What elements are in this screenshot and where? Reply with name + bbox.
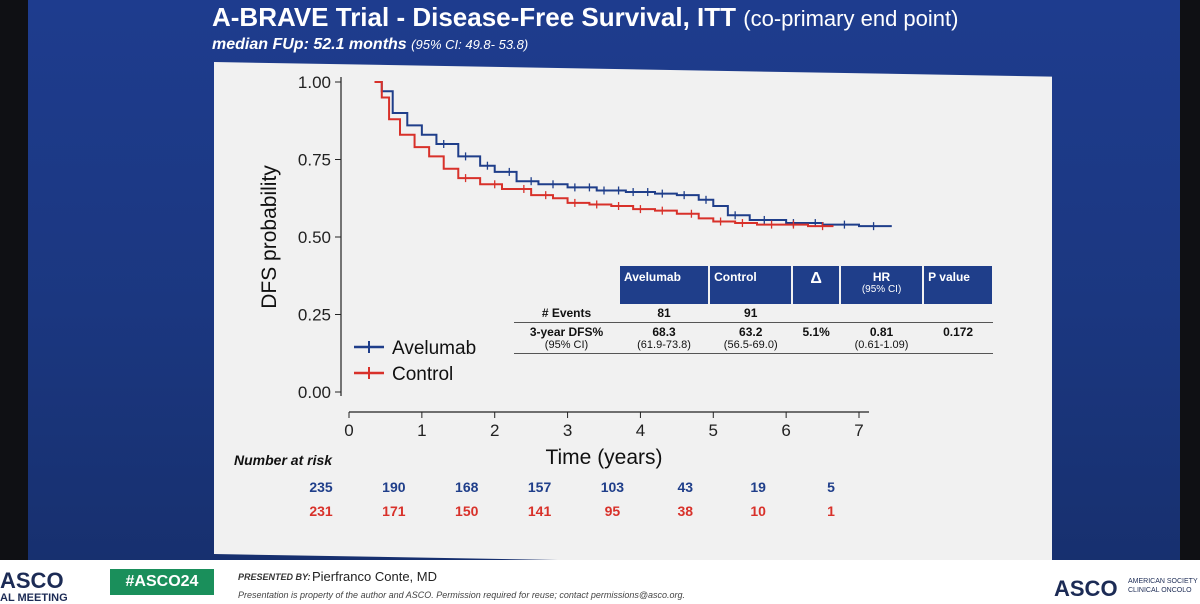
risk-control: 171 — [382, 503, 406, 519]
dfs-label-sub: (95% CI) — [544, 339, 589, 351]
title-suffix: (co-primary end point) — [743, 6, 959, 31]
y-tick-label: 0.25 — [298, 306, 331, 325]
annual-meeting-label: AL MEETING — [0, 592, 68, 604]
dfs-hr-ci: (0.61-1.09) — [854, 339, 909, 351]
x-tick-label: 1 — [417, 421, 426, 440]
risk-control: 1 — [827, 503, 835, 519]
y-tick-label: 0.50 — [298, 228, 331, 247]
events-control: 91 — [709, 304, 793, 323]
summary-header-pvalue: P value — [923, 266, 993, 304]
x-tick-label: 2 — [490, 421, 499, 440]
risk-avelumab: 19 — [750, 479, 766, 495]
x-tick-label: 6 — [781, 421, 790, 440]
legend-label-avelumab: Avelumab — [392, 338, 476, 359]
y-tick-label: 0.75 — [298, 151, 331, 170]
events-label: # Events — [514, 304, 619, 323]
summary-header-hr: HR (95% CI) — [839, 266, 924, 304]
number-at-risk-title: Number at risk — [234, 452, 333, 468]
risk-avelumab: 235 — [309, 479, 333, 495]
dfs-row: 3-year DFS% (95% CI) 68.3 (61.9-73.8) 63… — [514, 322, 993, 354]
events-row: # Events 81 91 — [514, 304, 993, 323]
dfs-hr: 0.81 (0.61-1.09) — [839, 322, 924, 354]
presented-by-label: PRESENTED BY: — [238, 572, 311, 582]
x-tick-label: 0 — [344, 421, 353, 440]
km-chart: 0.00 0.25 0.50 0.75 1.00 0 1 2 3 4 5 6 7 Time (years)… — [258, 73, 892, 519]
x-axis-label: Time (years) — [545, 446, 662, 469]
hr-header-sub: (95% CI) — [861, 284, 902, 295]
risk-control: 95 — [605, 503, 621, 519]
dfs-label: 3-year DFS% (95% CI) — [514, 322, 619, 354]
slide-title: A-BRAVE Trial - Disease-Free Survival, I… — [212, 2, 958, 33]
x-tick-label: 5 — [709, 421, 718, 440]
risk-control: 141 — [528, 503, 552, 519]
y-tick-label: 0.00 — [298, 383, 331, 402]
dfs-control-value: 63.2 — [739, 325, 763, 339]
summary-header-delta: Δ — [792, 266, 840, 304]
hr-header-label: HR — [872, 270, 891, 284]
dfs-delta: 5.1% — [792, 322, 840, 354]
summary-header-control: Control — [709, 266, 793, 304]
presenter-name: Pierfranco Conte, MD — [312, 569, 437, 584]
risk-avelumab: 168 — [455, 479, 479, 495]
summary-header-avelumab: Avelumab — [619, 266, 710, 304]
society-name: AMERICAN SOCIETY CLINICAL ONCOLO — [1128, 577, 1198, 595]
events-avelumab: 81 — [619, 304, 710, 323]
society-line-2: CLINICAL ONCOLO — [1128, 587, 1192, 594]
asco-logo-left: ASCO — [0, 568, 64, 593]
summary-header-row: Avelumab Control Δ HR (95% CI) P value — [514, 266, 993, 304]
risk-avelumab: 157 — [528, 479, 552, 495]
legend-label-control: Control — [392, 364, 453, 385]
chart-panel: 0.00 0.25 0.50 0.75 1.00 0 1 2 3 4 5 6 7 Time (years)… — [214, 62, 1052, 569]
dfs-label-main: 3-year DFS% — [529, 325, 604, 339]
risk-avelumab: 5 — [827, 479, 835, 495]
dfs-avelumab-value: 68.3 — [652, 325, 676, 339]
risk-control: 10 — [750, 503, 766, 519]
subtitle-main: median FUp: 52.1 months — [212, 36, 407, 53]
x-tick-label: 3 — [563, 421, 572, 440]
risk-control: 231 — [309, 503, 333, 519]
dfs-control-ci: (56.5-69.0) — [723, 339, 778, 351]
km-curve-control — [374, 81, 834, 228]
dfs-control: 63.2 (56.5-69.0) — [709, 322, 793, 354]
slide-subtitle: median FUp: 52.1 months (95% CI: 49.8- 5… — [212, 36, 528, 54]
hashtag-badge: #ASCO24 — [110, 569, 214, 595]
dfs-avelumab-ci: (61.9-73.8) — [637, 339, 691, 351]
summary-header-empty — [514, 266, 619, 304]
x-tick-label: 4 — [636, 421, 645, 440]
dfs-hr-value: 0.81 — [869, 325, 894, 339]
km-curve-avelumab — [374, 81, 892, 228]
slide: A-BRAVE Trial - Disease-Free Survival, I… — [28, 0, 1180, 569]
y-axis-label: DFS probability — [258, 165, 281, 309]
dfs-avelumab: 68.3 (61.9-73.8) — [619, 322, 710, 354]
risk-avelumab: 190 — [382, 479, 406, 495]
summary-table: Avelumab Control Δ HR (95% CI) P value #… — [514, 266, 994, 354]
footer-bar: ASCO AL MEETING #ASCO24 PRESENTED BY: Pi… — [0, 560, 1200, 604]
risk-control: 150 — [455, 503, 479, 519]
title-main: A-BRAVE Trial - Disease-Free Survival, I… — [212, 2, 737, 32]
x-tick-label: 7 — [854, 421, 863, 440]
risk-avelumab: 43 — [677, 479, 693, 495]
risk-control: 38 — [677, 503, 693, 519]
asco-logo-right: ASCO — [1054, 576, 1118, 601]
y-tick-label: 1.00 — [298, 73, 331, 92]
disclaimer-text: Presentation is property of the author a… — [238, 590, 686, 600]
society-line-1: AMERICAN SOCIETY — [1128, 578, 1198, 585]
dfs-pvalue: 0.172 — [923, 322, 993, 354]
risk-avelumab: 103 — [601, 479, 625, 495]
subtitle-ci: (95% CI: 49.8- 53.8) — [411, 37, 529, 52]
